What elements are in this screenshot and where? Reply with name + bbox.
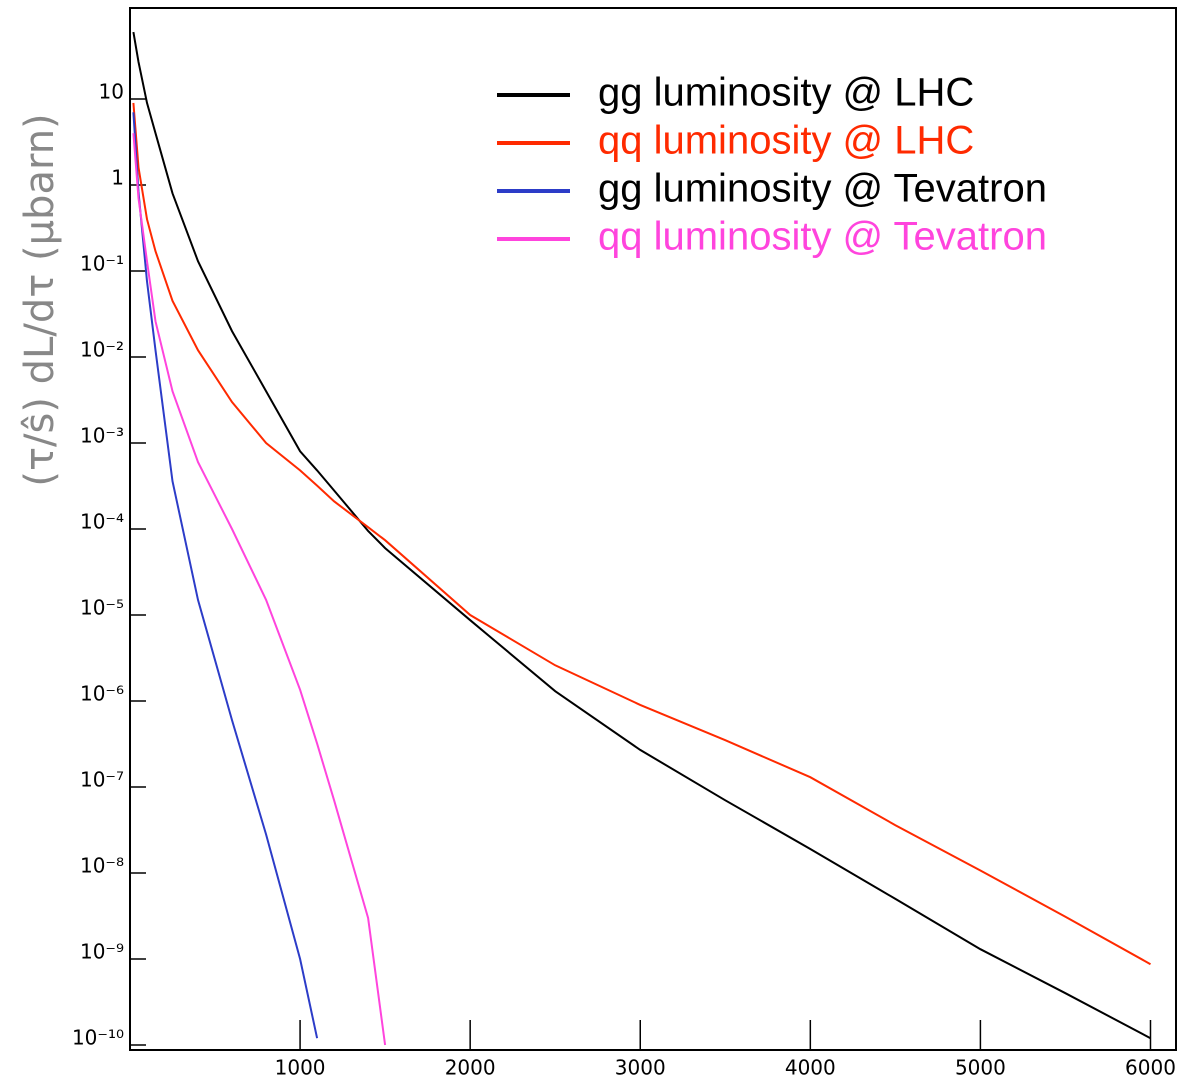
- y-tick-label: 10⁻⁶: [80, 682, 124, 706]
- x-tick-label: 2000: [445, 1056, 496, 1080]
- series-line: [132, 112, 319, 1039]
- y-tick-label: 10: [99, 80, 124, 104]
- legend-label: qq luminosity @ Tevatron: [598, 215, 1047, 259]
- legend-label: gg luminosity @ LHC: [598, 71, 974, 115]
- x-tick-label: 6000: [1125, 1056, 1176, 1080]
- legend-label: qq luminosity @ LHC: [598, 119, 974, 163]
- y-axis-label: (τ/ŝ) dL/dτ (μbarn): [17, 113, 63, 486]
- y-tick-label: 10⁻⁵: [80, 596, 124, 620]
- y-tick-label: 10⁻⁴: [80, 510, 124, 534]
- y-tick-label: 10⁻¹: [80, 252, 124, 276]
- series-line: [132, 102, 1151, 966]
- y-tick-label: 10⁻⁹: [80, 940, 124, 964]
- plot-lines: [132, 31, 1151, 1046]
- legend-label: gg luminosity @ Tevatron: [598, 167, 1047, 211]
- y-tick-label: 10⁻⁷: [80, 768, 124, 792]
- y-tick-label: 10⁻⁸: [80, 854, 124, 878]
- y-tick-label: 1: [111, 166, 124, 190]
- y-tick-label: 10⁻²: [80, 338, 124, 362]
- x-tick-label: 1000: [275, 1056, 326, 1080]
- x-tick-label: 3000: [615, 1056, 666, 1080]
- plot-frame: [129, 7, 1177, 1051]
- y-tick-label: 10⁻³: [80, 424, 124, 448]
- y-tick-label: 10⁻¹⁰: [72, 1026, 124, 1050]
- series-line: [132, 31, 1151, 1040]
- x-tick-label: 5000: [955, 1056, 1006, 1080]
- series-line: [132, 133, 387, 1046]
- x-tick-label: 4000: [785, 1056, 836, 1080]
